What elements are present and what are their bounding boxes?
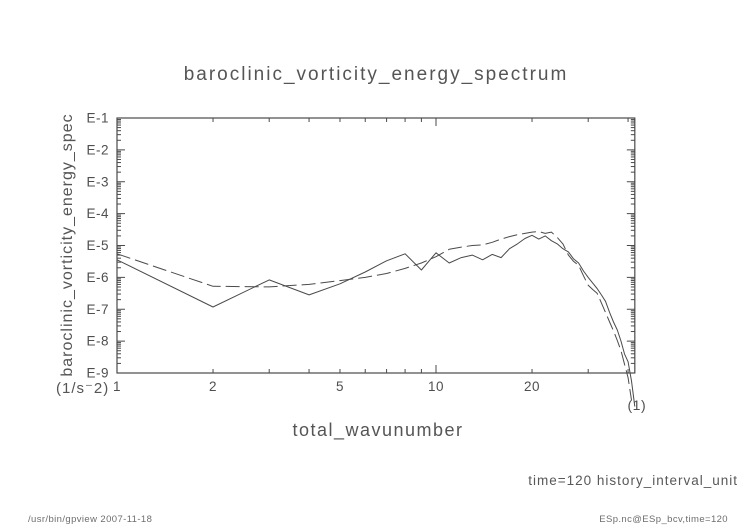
- footer-command-date: /usr/bin/gpview 2007-11-18: [28, 514, 153, 525]
- x-axis-unit-label: (1): [628, 397, 647, 413]
- y-tick-label: E-1: [86, 111, 109, 126]
- chart-title: baroclinic_vorticity_energy_spectrum: [183, 64, 569, 85]
- time-annotation: time=120 history_interval_unit: [528, 473, 738, 488]
- x-tick-label: 20: [524, 379, 540, 394]
- x-tick-label: 5: [336, 379, 344, 394]
- plot-frame: [116, 117, 636, 374]
- y-axis-unit-label: (1/s⁻2): [56, 380, 110, 397]
- y-tick-label: E-5: [86, 238, 109, 253]
- x-axis-title: total_wavunumber: [292, 420, 464, 440]
- y-tick-label: E-4: [86, 206, 109, 221]
- y-tick-label: E-8: [86, 334, 109, 349]
- x-tick-label: 2: [209, 379, 217, 394]
- y-tick-label: E-3: [86, 174, 109, 189]
- y-tick-label: E-2: [86, 142, 109, 157]
- dashed-line-series-line: [116, 231, 632, 401]
- x-tick-label: 1: [113, 379, 121, 394]
- footer-datasource: ESp.nc@ESp_bcv,time=120: [599, 514, 728, 525]
- x-tick-label: 10: [428, 379, 444, 394]
- y-tick-label: E-9: [86, 366, 109, 381]
- y-tick-label: E-7: [86, 302, 109, 317]
- solid-line-series-line: [116, 234, 636, 407]
- y-tick-label: E-6: [86, 270, 109, 285]
